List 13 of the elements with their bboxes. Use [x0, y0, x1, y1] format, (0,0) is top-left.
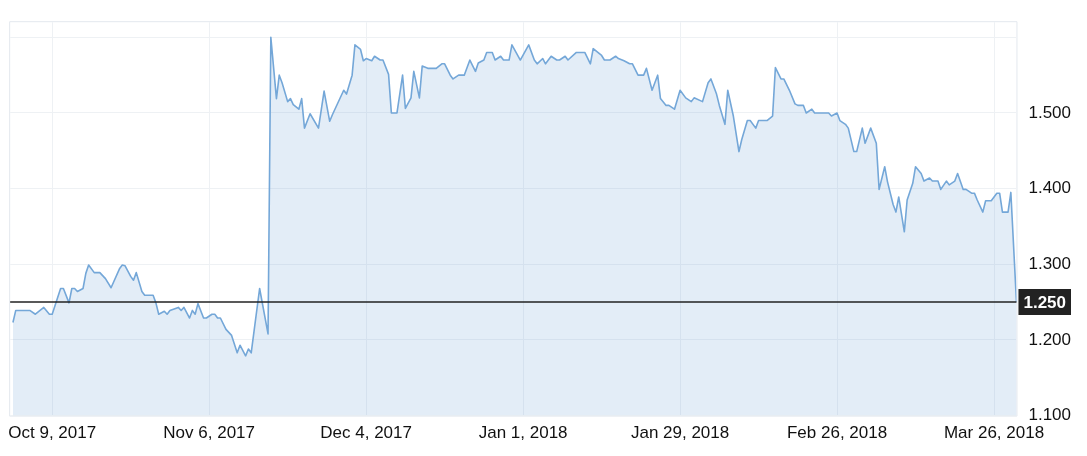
x-tick-label: Oct 9, 2017: [8, 423, 97, 443]
y-tick-label: 1.200: [1028, 329, 1072, 349]
x-tick-label: Feb 26, 2018: [786, 423, 888, 443]
x-tick-label: Nov 6, 2017: [163, 423, 256, 443]
x-tick-label: Mar 26, 2018: [943, 423, 1045, 443]
ref-line-label: 1.250: [1023, 292, 1067, 312]
y-tick-label: 1.400: [1028, 178, 1072, 198]
y-tick-label: 1.500: [1028, 102, 1072, 122]
y-tick-label: 1.300: [1028, 253, 1072, 273]
x-tick-label: Jan 1, 2018: [478, 423, 568, 443]
x-tick-label: Jan 29, 2018: [630, 423, 730, 443]
y-tick-label: 1.100: [1028, 405, 1072, 425]
x-tick-label: Dec 4, 2017: [320, 423, 412, 443]
